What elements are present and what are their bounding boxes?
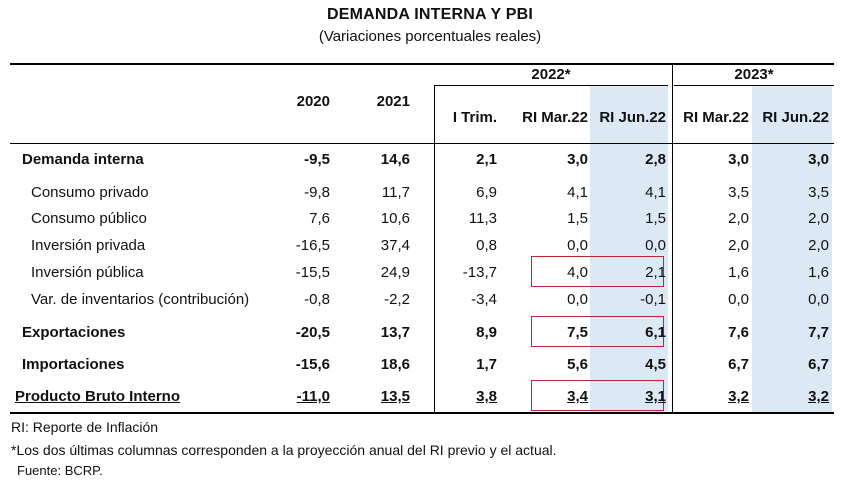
vline-2023	[672, 64, 673, 412]
table-cell: 1,5	[645, 210, 666, 227]
table-cell: 3,0	[567, 151, 588, 168]
table-cell: -2,2	[384, 291, 410, 308]
table-cell: 7,5	[567, 324, 588, 341]
vline-2022	[434, 85, 435, 412]
table-cell: 37,4	[380, 237, 410, 254]
table-cell: 0,8	[476, 237, 497, 254]
table-cell: 3,5	[728, 184, 749, 201]
table-cell: 2,0	[728, 210, 749, 227]
table-cell: -16,5	[295, 237, 330, 254]
table-cell: 3,0	[808, 151, 829, 168]
col-header-2020: 2020	[296, 93, 330, 110]
table-cell: 8,9	[476, 324, 497, 341]
table-cell: 13,5	[380, 388, 410, 405]
row-label: Inversión pública	[31, 264, 144, 281]
table-cell: 7,6	[309, 210, 330, 227]
table-subtitle: (Variaciones porcentuales reales)	[318, 28, 542, 45]
highlight-2023-jun	[752, 85, 832, 412]
table-cell: 4,5	[645, 356, 666, 373]
table-cell: 3,2	[808, 388, 829, 405]
group-rule-2023	[674, 85, 834, 86]
table-cell: 6,9	[476, 184, 497, 201]
group-header-2022: 2022*	[531, 66, 571, 83]
bottom-rule	[10, 412, 834, 414]
highlight-box-exportaciones	[531, 316, 664, 347]
table-cell: 5,6	[567, 356, 588, 373]
col-header-2022-mar: RI Mar.22	[522, 109, 588, 126]
table-cell: 0,0	[567, 237, 588, 254]
table-cell: -13,7	[462, 264, 497, 281]
row-label: Demanda interna	[22, 151, 144, 168]
row-label: Exportaciones	[22, 324, 126, 341]
table-cell: 2,0	[728, 237, 749, 254]
table-cell: 4,0	[567, 264, 588, 281]
table-cell: 4,1	[567, 184, 588, 201]
table-cell: -15,5	[295, 264, 330, 281]
row-label: Importaciones	[22, 356, 125, 373]
row-label: Consumo público	[31, 210, 147, 227]
table-cell: 10,6	[380, 210, 410, 227]
table-cell: 2,1	[645, 264, 666, 281]
table-cell: 2,8	[645, 151, 666, 168]
table-cell: -3,4	[471, 291, 497, 308]
table-cell: -20,5	[295, 324, 330, 341]
table-cell: 18,6	[380, 356, 410, 373]
table-cell: 11,3	[468, 210, 497, 227]
group-header-2023: 2023*	[734, 66, 774, 83]
table-cell: 2,1	[476, 151, 497, 168]
table-cell: 2,0	[808, 210, 829, 227]
col-header-itrim: I Trim.	[452, 109, 497, 126]
row-label: Producto Bruto Interno	[15, 388, 180, 405]
header-rule	[10, 143, 834, 144]
table-cell: 4,1	[645, 184, 666, 201]
table-cell: 3,0	[728, 151, 749, 168]
table-cell: -9,8	[304, 184, 330, 201]
table-cell: 3,2	[728, 388, 749, 405]
highlight-2022-jun	[590, 85, 668, 412]
table-cell: 14,6	[380, 151, 410, 168]
table-cell: 0,0	[645, 237, 666, 254]
note-ri: RI: Reporte de Inflación	[11, 419, 159, 435]
table-cell: -0,1	[640, 291, 666, 308]
table-cell: 3,4	[567, 388, 588, 405]
col-header-2023-jun: RI Jun.22	[762, 109, 829, 126]
table-cell: 13,7	[380, 324, 410, 341]
table-cell: 1,5	[567, 210, 588, 227]
top-rule	[10, 63, 834, 65]
highlight-box-inversion-publica	[531, 256, 664, 287]
table-cell: 3,1	[645, 388, 666, 405]
table-title: DEMANDA INTERNA Y PBI	[327, 6, 533, 23]
table-cell: -15,6	[295, 356, 330, 373]
table-cell: 3,8	[476, 388, 497, 405]
table-cell: 11,7	[381, 184, 410, 201]
table-cell: 3,5	[808, 184, 829, 201]
table-cell: 7,7	[808, 324, 829, 341]
row-label: Var. de inventarios (contribución)	[31, 291, 250, 308]
table-cell: 0,0	[728, 291, 749, 308]
table-cell: 6,7	[728, 356, 749, 373]
table-cell: -11,0	[296, 388, 330, 405]
group-rule-2022	[434, 85, 668, 86]
table-cell: 2,0	[808, 237, 829, 254]
row-label: Consumo privado	[31, 184, 149, 201]
note-source: Fuente: BCRP.	[17, 463, 103, 478]
table-cell: 7,6	[728, 324, 749, 341]
table-cell: 6,1	[645, 324, 666, 341]
table-cell: 1,6	[808, 264, 829, 281]
table-cell: 6,7	[808, 356, 829, 373]
row-label: Inversión privada	[31, 237, 146, 254]
table-cell: 1,6	[728, 264, 749, 281]
table-cell: 0,0	[808, 291, 829, 308]
col-header-2023-mar: RI Mar.22	[683, 109, 749, 126]
table-cell: 1,7	[476, 356, 497, 373]
col-header-2022-jun: RI Jun.22	[599, 109, 666, 126]
table-cell: -9,5	[304, 151, 330, 168]
table-cell: 24,9	[380, 264, 410, 281]
col-header-2021: 2021	[376, 93, 410, 110]
table-cell: 0,0	[567, 291, 588, 308]
highlight-box-pbi	[531, 380, 664, 411]
note-projection: *Los dos últimas columnas corresponden a…	[11, 442, 557, 458]
table-cell: -0,8	[304, 291, 330, 308]
